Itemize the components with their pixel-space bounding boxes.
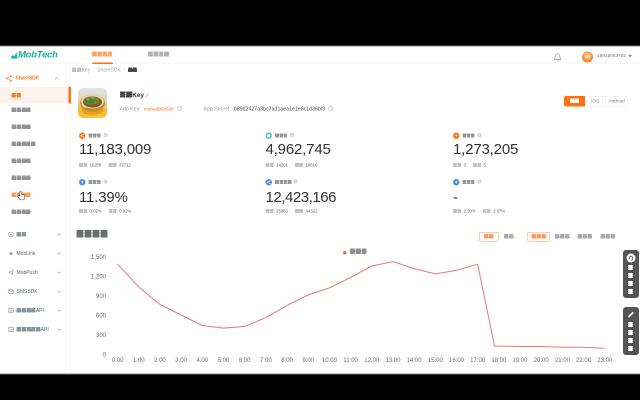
svg-text:16:00: 16:00 <box>449 358 465 364</box>
svg-text:19:00: 19:00 <box>512 358 528 364</box>
svg-text:15:00: 15:00 <box>428 358 444 364</box>
svg-text:300: 300 <box>96 333 107 339</box>
svg-text:4:00: 4:00 <box>196 358 208 364</box>
svg-text:900: 900 <box>96 294 107 300</box>
svg-text:13:00: 13:00 <box>385 358 401 364</box>
svg-text:20:00: 20:00 <box>534 358 550 364</box>
svg-text:7:00: 7:00 <box>260 358 272 364</box>
svg-text:23:00: 23:00 <box>597 358 613 364</box>
svg-text:6:00: 6:00 <box>239 358 251 364</box>
svg-text:600: 600 <box>96 313 107 319</box>
svg-text:9:00: 9:00 <box>302 358 314 364</box>
svg-text:18:00: 18:00 <box>491 358 507 364</box>
svg-text:12:00: 12:00 <box>364 358 380 364</box>
svg-text:3:00: 3:00 <box>175 358 187 364</box>
svg-text:1,500: 1,500 <box>91 255 107 261</box>
svg-text:5:00: 5:00 <box>218 358 230 364</box>
svg-text:21:00: 21:00 <box>555 358 571 364</box>
svg-text:1,200: 1,200 <box>91 274 107 280</box>
svg-text:1:00: 1:00 <box>133 358 145 364</box>
svg-text:10:00: 10:00 <box>322 358 338 364</box>
svg-text:2:00: 2:00 <box>154 358 166 364</box>
svg-text:8:00: 8:00 <box>281 358 293 364</box>
svg-text:0: 0 <box>103 352 107 358</box>
svg-text:0:00: 0:00 <box>112 358 124 364</box>
svg-text:11:00: 11:00 <box>343 358 358 364</box>
svg-text:22:00: 22:00 <box>576 358 592 364</box>
svg-text:17:00: 17:00 <box>470 358 486 364</box>
svg-text:14:00: 14:00 <box>407 358 423 364</box>
